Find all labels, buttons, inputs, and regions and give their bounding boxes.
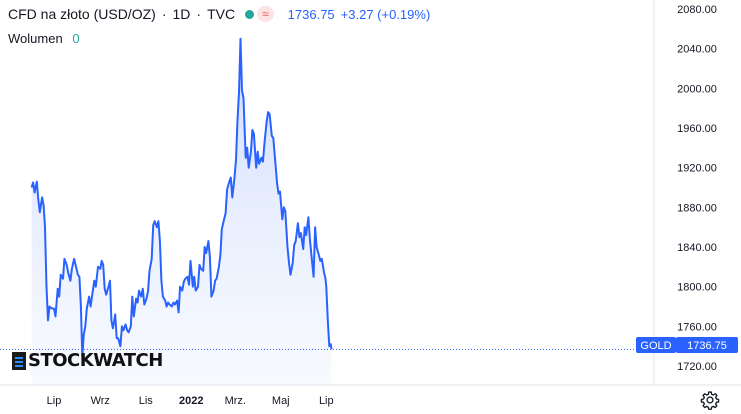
y-tick-label: 2000.00 <box>677 83 717 95</box>
market-open-dot-icon <box>245 9 255 19</box>
legend-separator: · <box>161 6 167 22</box>
y-tick-label: 1960.00 <box>677 123 717 135</box>
y-tick-label: 1720.00 <box>677 361 717 373</box>
x-tick-label: Lip <box>47 395 62 407</box>
wave-icon[interactable]: ≈ <box>257 6 274 22</box>
x-axis[interactable]: Lip Wrz Lis 2022 Mrz. Maj Lip <box>47 395 334 407</box>
stockwatch-logo-mark-icon <box>12 351 26 370</box>
volume-legend: Wolumen 0 <box>8 31 80 46</box>
data-source: TVC <box>207 6 236 22</box>
gold-tag-value: 1736.75 <box>687 340 727 352</box>
gold-tag-label: GOLD <box>640 340 671 352</box>
price-line <box>30 37 333 358</box>
y-tick-label: 1840.00 <box>677 242 717 254</box>
y-tick-label: 1920.00 <box>677 163 717 175</box>
price-change: +3.27 (+0.19%) <box>340 6 431 22</box>
y-tick-label: 1880.00 <box>677 202 717 214</box>
y-tick-label: 2080.00 <box>677 4 717 16</box>
interval[interactable]: 1D <box>172 6 191 22</box>
x-tick-label: Mrz. <box>225 395 246 407</box>
last-price: 1736.75 <box>287 6 335 22</box>
y-tick-label: 1800.00 <box>677 282 717 294</box>
y-axis[interactable]: 2080.00 2040.00 2000.00 1960.00 1920.00 1880.… <box>677 4 717 373</box>
gear-icon[interactable] <box>700 390 720 410</box>
legend: CFD na złoto (USD/OZ) · 1D · TVC ≈ 1736.… <box>8 6 430 22</box>
volume-label: Wolumen <box>8 31 63 46</box>
x-tick-label: Wrz <box>91 395 110 407</box>
x-tick-label: Maj <box>272 395 290 407</box>
symbol-name[interactable]: CFD na złoto (USD/OZ) <box>8 6 156 22</box>
volume-value: 0 <box>72 31 80 46</box>
x-tick-label: Lip <box>319 395 334 407</box>
y-tick-label: 1760.00 <box>677 321 717 333</box>
logo-text: STOCKWATCH <box>28 350 163 371</box>
stockwatch-logo: STOCKWATCH <box>12 350 163 371</box>
x-tick-label: 2022 <box>179 395 203 407</box>
x-tick-label: Lis <box>139 395 154 407</box>
legend-separator: · <box>196 6 202 22</box>
y-tick-label: 2040.00 <box>677 44 717 56</box>
price-area <box>31 38 332 386</box>
gold-price-tag: GOLD 1736.75 <box>636 337 738 353</box>
